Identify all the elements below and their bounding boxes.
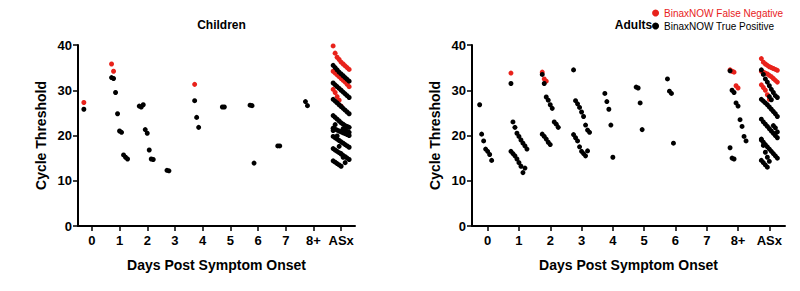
svg-text:Days Post Symptom Onset: Days Post Symptom Onset (127, 257, 306, 273)
svg-text:BinaxNOW True Positive: BinaxNOW True Positive (664, 21, 774, 32)
svg-text:1: 1 (116, 233, 123, 248)
svg-text:0: 0 (459, 219, 466, 234)
svg-text:10: 10 (452, 173, 466, 188)
svg-text:4: 4 (609, 233, 617, 248)
svg-text:Cycle Threshold: Cycle Threshold (33, 81, 49, 190)
svg-text:20: 20 (452, 128, 466, 143)
svg-text:0: 0 (88, 233, 95, 248)
svg-text:3: 3 (578, 233, 585, 248)
svg-text:2: 2 (144, 233, 151, 248)
svg-text:7: 7 (282, 233, 289, 248)
svg-text:7: 7 (703, 233, 710, 248)
svg-text:30: 30 (58, 83, 72, 98)
svg-text:30: 30 (452, 83, 466, 98)
svg-text:5: 5 (641, 233, 648, 248)
svg-text:Days Post Symptom Onset: Days Post Symptom Onset (539, 257, 718, 273)
svg-text:5: 5 (227, 233, 234, 248)
svg-text:0: 0 (65, 219, 72, 234)
svg-text:0: 0 (484, 233, 491, 248)
svg-text:Cycle Threshold: Cycle Threshold (427, 81, 443, 190)
svg-text:Children: Children (197, 18, 246, 32)
svg-text:ASx: ASx (329, 233, 355, 248)
svg-text:Adults: Adults (615, 18, 653, 32)
svg-text:4: 4 (199, 233, 207, 248)
svg-text:20: 20 (58, 128, 72, 143)
svg-text:8+: 8+ (731, 233, 746, 248)
svg-text:2: 2 (547, 233, 554, 248)
svg-text:BinaxNOW False Negative: BinaxNOW False Negative (664, 8, 783, 19)
svg-text:8+: 8+ (306, 233, 321, 248)
svg-text:6: 6 (254, 233, 261, 248)
svg-text:40: 40 (58, 38, 72, 53)
svg-text:ASx: ASx (757, 233, 783, 248)
svg-text:3: 3 (171, 233, 178, 248)
svg-text:10: 10 (58, 173, 72, 188)
svg-text:40: 40 (452, 38, 466, 53)
svg-text:6: 6 (672, 233, 679, 248)
svg-text:1: 1 (515, 233, 522, 248)
